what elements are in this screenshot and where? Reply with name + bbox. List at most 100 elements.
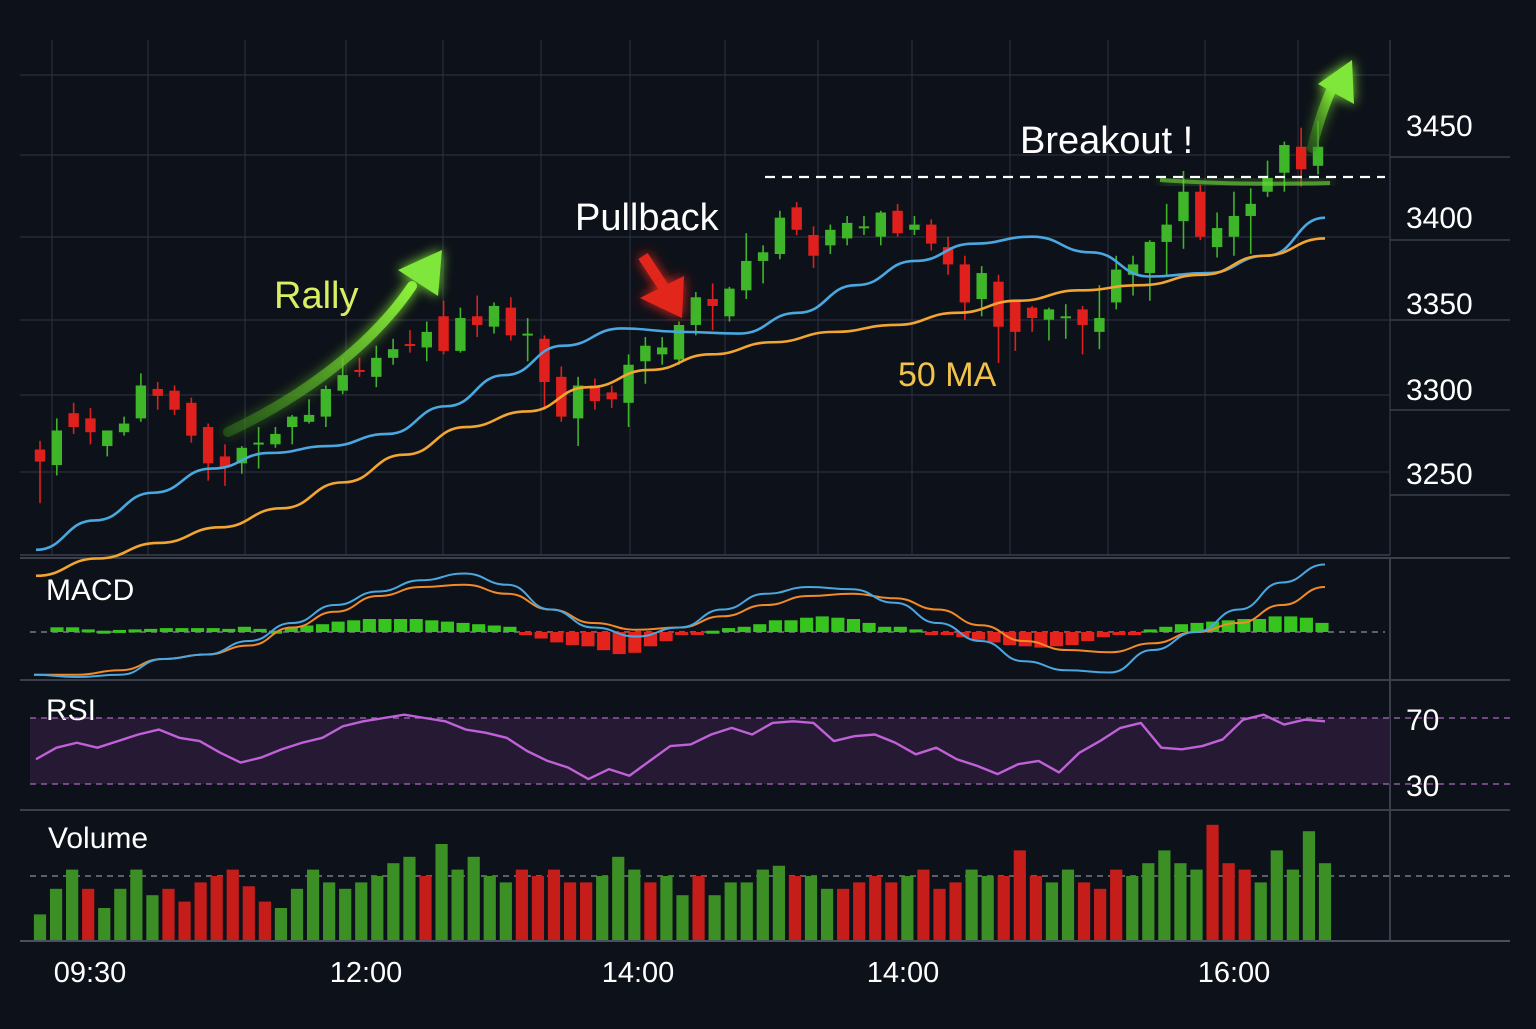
macd-histogram-bar bbox=[159, 628, 173, 632]
candle-body bbox=[118, 423, 130, 433]
volume-bar bbox=[644, 882, 657, 940]
moving-averages bbox=[35, 216, 1326, 578]
macd-histogram-bar bbox=[1143, 629, 1157, 633]
volume-bar bbox=[660, 876, 673, 940]
volume-bar bbox=[1174, 863, 1187, 940]
candle-body bbox=[135, 385, 147, 419]
volume-bar bbox=[869, 876, 882, 940]
volume-bar bbox=[130, 869, 143, 940]
volume-bar bbox=[194, 882, 207, 940]
candle-body bbox=[51, 430, 63, 466]
macd-histogram-bar bbox=[1252, 619, 1267, 632]
volume-bar bbox=[371, 876, 384, 940]
candle-body bbox=[673, 324, 685, 360]
volume-bar bbox=[692, 876, 705, 940]
volume-bar bbox=[323, 882, 336, 940]
volume-bar bbox=[580, 882, 593, 940]
time-tick-label: 12:00 bbox=[330, 957, 403, 989]
candle-body bbox=[421, 331, 432, 348]
candle-body bbox=[455, 318, 466, 351]
volume-bar bbox=[114, 888, 127, 940]
price-tick-label: 3350 bbox=[1406, 288, 1473, 321]
fast-ma-line bbox=[35, 216, 1326, 552]
volume-bar bbox=[628, 869, 641, 940]
macd-histogram-bar bbox=[1221, 620, 1235, 632]
volume-bar bbox=[1029, 876, 1042, 940]
volume-bar bbox=[804, 876, 818, 940]
rsi-level-label: 30 bbox=[1406, 770, 1439, 803]
macd-histogram-bar bbox=[768, 620, 782, 632]
candle-body bbox=[236, 447, 248, 464]
macd-histogram-bar bbox=[737, 626, 751, 632]
macd-histogram-bar bbox=[331, 621, 345, 632]
volume-bar bbox=[724, 882, 737, 940]
macd-histogram-bar bbox=[1299, 617, 1313, 632]
macd-histogram-bar bbox=[1268, 616, 1282, 632]
candle-body bbox=[640, 345, 651, 362]
macd-histogram-bar bbox=[721, 628, 736, 632]
volume-bar bbox=[290, 888, 304, 940]
macd-histogram-bar bbox=[1174, 624, 1189, 632]
macd-histogram-bar bbox=[81, 629, 95, 633]
volume-bar bbox=[499, 882, 512, 940]
rsi-band bbox=[30, 718, 1390, 784]
volume-bar bbox=[596, 876, 609, 940]
candle-body bbox=[909, 224, 920, 230]
volume-bar bbox=[1061, 869, 1075, 940]
volume-title: Volume bbox=[48, 822, 148, 855]
breakout-label: Breakout ! bbox=[1020, 120, 1193, 162]
volume-bar bbox=[1238, 869, 1251, 940]
candle-body bbox=[270, 433, 281, 445]
macd-histogram-bar bbox=[862, 622, 876, 632]
macd-pane: MACD bbox=[30, 563, 1385, 679]
volume-bar bbox=[49, 888, 63, 940]
candle-body bbox=[438, 316, 449, 351]
volume-bar bbox=[997, 876, 1010, 940]
volume-bar bbox=[1077, 882, 1091, 940]
volume-bar bbox=[1254, 882, 1267, 940]
macd-histogram-bar bbox=[347, 620, 361, 632]
macd-histogram-bar bbox=[378, 619, 392, 632]
macd-histogram-bar bbox=[1190, 622, 1204, 632]
candle-body bbox=[875, 212, 887, 237]
candle-body bbox=[623, 364, 634, 403]
macd-histogram-bar bbox=[550, 632, 564, 643]
volume-bar bbox=[981, 876, 994, 940]
volume-bar bbox=[1270, 850, 1283, 940]
volume-bar bbox=[210, 876, 223, 940]
candle-body bbox=[522, 333, 533, 336]
macd-histogram-bar bbox=[1128, 632, 1142, 635]
candle-body bbox=[186, 402, 197, 436]
candle-body bbox=[1295, 146, 1307, 170]
candle-body bbox=[841, 222, 853, 239]
macd-line bbox=[33, 563, 1326, 679]
candle-body bbox=[102, 430, 113, 447]
axes: 3450 3400 3350 3300 3250 09:30 12:00 14:00 14:00… bbox=[54, 110, 1473, 989]
macd-histogram-bar bbox=[50, 627, 64, 632]
breakout-arrow-head bbox=[1318, 60, 1354, 104]
pullback-arrow-head bbox=[640, 276, 684, 318]
macd-histogram-bar bbox=[97, 630, 111, 634]
candle-body bbox=[1279, 145, 1290, 173]
macd-histogram-bar bbox=[300, 625, 314, 632]
macd-histogram-bar bbox=[800, 617, 814, 632]
candle-body bbox=[656, 347, 668, 355]
candle-body bbox=[976, 273, 987, 299]
macd-histogram-bar bbox=[222, 628, 236, 632]
macd-histogram-bar bbox=[1112, 632, 1126, 635]
candle-body bbox=[387, 349, 399, 358]
macd-histogram-bar bbox=[831, 617, 845, 632]
macd-histogram-bar bbox=[846, 619, 861, 632]
volume-bar bbox=[853, 882, 866, 940]
candle-body bbox=[320, 388, 332, 417]
macd-histogram-bar bbox=[675, 632, 689, 635]
candle-body bbox=[1010, 300, 1021, 332]
candle-body bbox=[471, 316, 483, 325]
time-tick-label: 09:30 bbox=[54, 957, 127, 989]
candle-body bbox=[152, 388, 163, 396]
volume-bar bbox=[306, 869, 320, 940]
macd-histogram-bar bbox=[409, 619, 423, 632]
macd-histogram-bar bbox=[1018, 632, 1032, 647]
